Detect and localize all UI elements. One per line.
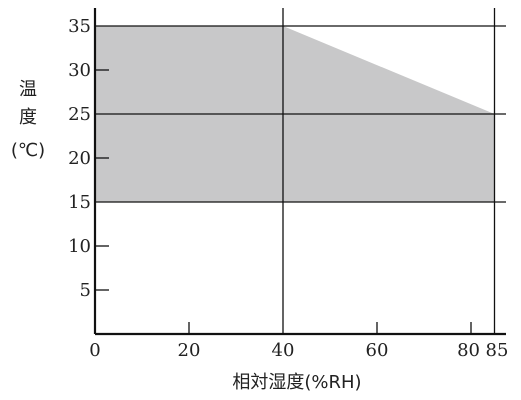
x-tick-label-80: 80 <box>457 340 480 361</box>
x-tick-label-60: 60 <box>366 340 389 361</box>
grid-layer <box>95 8 506 334</box>
y-tick-label-15: 15 <box>68 192 91 213</box>
y-axis-title-char-1: 温 <box>19 79 37 100</box>
label-layer: 5 10 15 20 25 30 35 0 20 40 60 80 85 <box>68 16 508 361</box>
y-tick-label-20: 20 <box>68 148 91 169</box>
axis-layer <box>93 8 506 336</box>
x-tick-label-85: 85 <box>486 340 509 361</box>
y-tick-label-10: 10 <box>68 236 91 257</box>
x-axis-title: 相対湿度(%RH) <box>232 372 361 393</box>
x-tick-label-40: 40 <box>272 340 295 361</box>
y-axis-title-char-2: 度 <box>19 107 37 128</box>
x-tick-label-0: 0 <box>89 340 100 361</box>
y-tick-label-25: 25 <box>68 104 91 125</box>
y-tick-label-35: 35 <box>68 16 91 37</box>
y-axis-title-char-3: (℃) <box>11 140 45 161</box>
x-tick-label-20: 20 <box>178 340 201 361</box>
y-tick-label-5: 5 <box>80 280 91 301</box>
y-tick-label-30: 30 <box>68 60 91 81</box>
